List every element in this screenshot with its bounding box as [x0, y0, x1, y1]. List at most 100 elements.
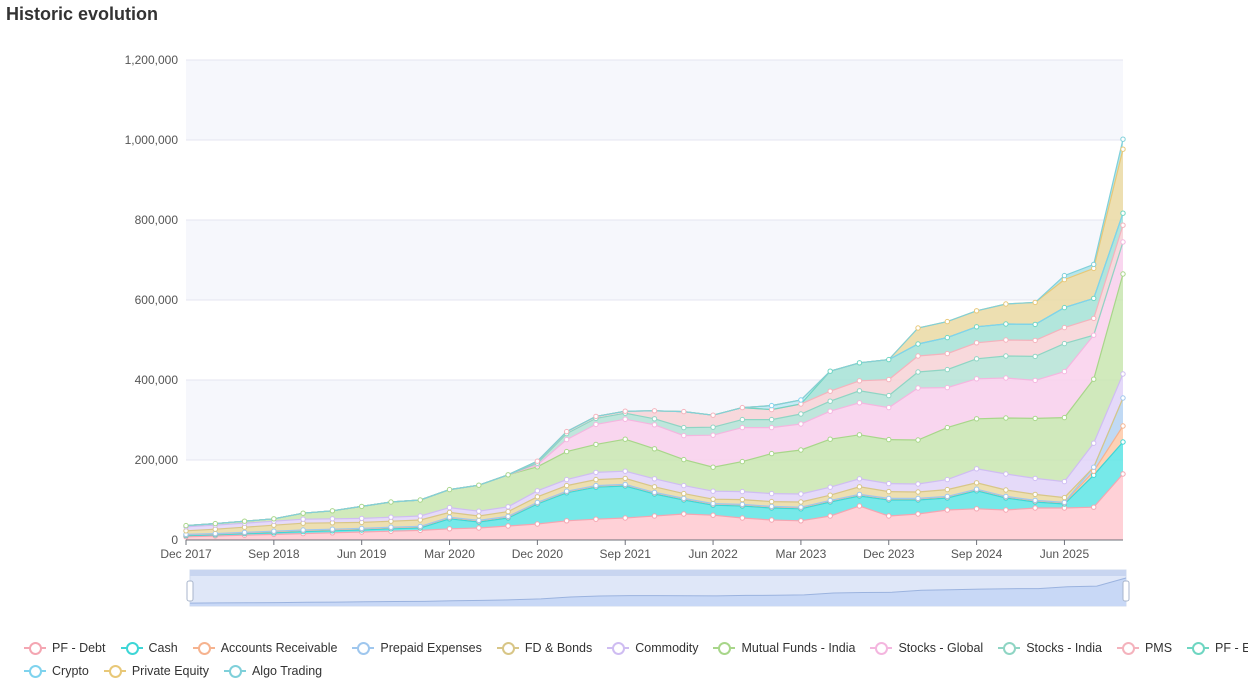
data-point[interactable]	[300, 516, 306, 522]
data-point[interactable]	[944, 334, 951, 341]
data-point[interactable]	[856, 378, 863, 384]
data-point[interactable]	[1061, 499, 1068, 506]
legend-item-mutual-funds-india[interactable]: Mutual Funds - India	[713, 641, 855, 655]
data-point[interactable]	[1120, 423, 1126, 429]
data-point[interactable]	[593, 441, 599, 448]
data-point[interactable]	[973, 308, 980, 314]
data-point[interactable]	[651, 408, 658, 414]
data-point[interactable]	[358, 515, 365, 522]
data-point[interactable]	[1120, 471, 1126, 477]
data-point[interactable]	[1032, 475, 1038, 482]
data-point[interactable]	[827, 513, 833, 519]
data-point[interactable]	[505, 508, 511, 515]
legend-item-cash[interactable]: Cash	[120, 641, 178, 655]
data-point[interactable]	[1032, 321, 1038, 328]
data-point[interactable]	[1061, 272, 1068, 279]
data-point[interactable]	[563, 476, 570, 483]
data-point[interactable]	[622, 481, 628, 488]
data-point[interactable]	[827, 497, 833, 504]
data-point[interactable]	[476, 508, 482, 514]
data-point[interactable]	[1003, 301, 1009, 307]
data-point[interactable]	[739, 488, 746, 495]
data-point[interactable]	[271, 528, 277, 534]
data-point[interactable]	[944, 493, 951, 500]
data-point[interactable]	[505, 513, 511, 520]
data-point[interactable]	[1091, 504, 1097, 510]
data-point[interactable]	[1003, 321, 1009, 327]
legend-item-fd-bonds[interactable]: FD & Bonds	[496, 641, 592, 655]
data-point[interactable]	[915, 489, 921, 495]
data-point[interactable]	[944, 384, 951, 391]
data-point[interactable]	[388, 499, 394, 505]
data-point[interactable]	[886, 392, 892, 399]
data-point[interactable]	[1003, 353, 1009, 359]
data-point[interactable]	[710, 412, 716, 418]
data-point[interactable]	[944, 507, 951, 513]
data-point[interactable]	[915, 511, 921, 517]
data-point[interactable]	[681, 495, 687, 502]
data-point[interactable]	[1032, 497, 1038, 504]
data-point[interactable]	[856, 484, 863, 490]
data-point[interactable]	[534, 488, 541, 494]
data-point[interactable]	[681, 408, 687, 415]
legend-item-algo-trading[interactable]: Algo Trading	[223, 664, 322, 678]
data-point[interactable]	[1003, 507, 1009, 513]
data-point[interactable]	[505, 504, 511, 510]
data-point[interactable]	[798, 499, 804, 505]
legend-item-accounts-receivable[interactable]: Accounts Receivable	[192, 641, 337, 655]
data-point[interactable]	[241, 529, 248, 536]
data-point[interactable]	[1003, 375, 1009, 381]
data-point[interactable]	[388, 514, 394, 520]
legend-item-pms[interactable]: PMS	[1116, 641, 1172, 655]
data-point[interactable]	[622, 515, 628, 521]
legend-item-private-equity[interactable]: Private Equity	[103, 664, 209, 678]
data-point[interactable]	[827, 408, 833, 414]
data-point[interactable]	[768, 498, 775, 505]
data-point[interactable]	[1120, 146, 1126, 152]
data-point[interactable]	[768, 503, 775, 510]
data-point[interactable]	[1032, 299, 1038, 306]
data-point[interactable]	[563, 482, 570, 489]
data-point[interactable]	[1061, 368, 1068, 375]
data-point[interactable]	[856, 400, 863, 406]
data-point[interactable]	[915, 481, 921, 487]
data-point[interactable]	[681, 482, 687, 489]
data-point[interactable]	[476, 482, 482, 488]
data-point[interactable]	[1120, 395, 1126, 401]
data-point[interactable]	[798, 421, 804, 427]
data-point[interactable]	[476, 513, 482, 519]
data-point[interactable]	[798, 504, 804, 510]
data-point[interactable]	[651, 476, 658, 482]
data-point[interactable]	[651, 489, 658, 496]
data-point[interactable]	[944, 424, 951, 431]
data-point[interactable]	[388, 524, 394, 530]
data-point[interactable]	[622, 436, 628, 442]
data-point[interactable]	[710, 488, 716, 494]
data-point[interactable]	[973, 340, 980, 346]
data-point[interactable]	[534, 521, 541, 527]
data-point[interactable]	[739, 404, 746, 411]
data-point[interactable]	[1003, 493, 1009, 500]
legend-item-prepaid-expenses[interactable]: Prepaid Expenses	[352, 641, 482, 655]
data-point[interactable]	[768, 416, 775, 423]
data-point[interactable]	[827, 436, 833, 442]
data-point[interactable]	[798, 447, 804, 453]
data-point[interactable]	[681, 456, 687, 463]
data-point[interactable]	[1003, 471, 1009, 477]
data-point[interactable]	[768, 490, 775, 497]
data-point[interactable]	[300, 510, 306, 516]
data-point[interactable]	[563, 448, 570, 455]
data-point[interactable]	[622, 416, 628, 422]
data-point[interactable]	[1032, 505, 1038, 511]
data-point[interactable]	[944, 350, 951, 357]
legend-item-pf-debt[interactable]: PF - Debt	[24, 641, 106, 655]
data-point[interactable]	[710, 496, 716, 502]
data-point[interactable]	[563, 518, 570, 524]
data-point[interactable]	[622, 475, 628, 482]
data-point[interactable]	[915, 325, 921, 331]
data-point[interactable]	[329, 516, 336, 522]
data-point[interactable]	[856, 476, 863, 482]
data-point[interactable]	[1061, 494, 1068, 501]
data-point[interactable]	[944, 476, 951, 483]
data-point[interactable]	[827, 368, 833, 374]
